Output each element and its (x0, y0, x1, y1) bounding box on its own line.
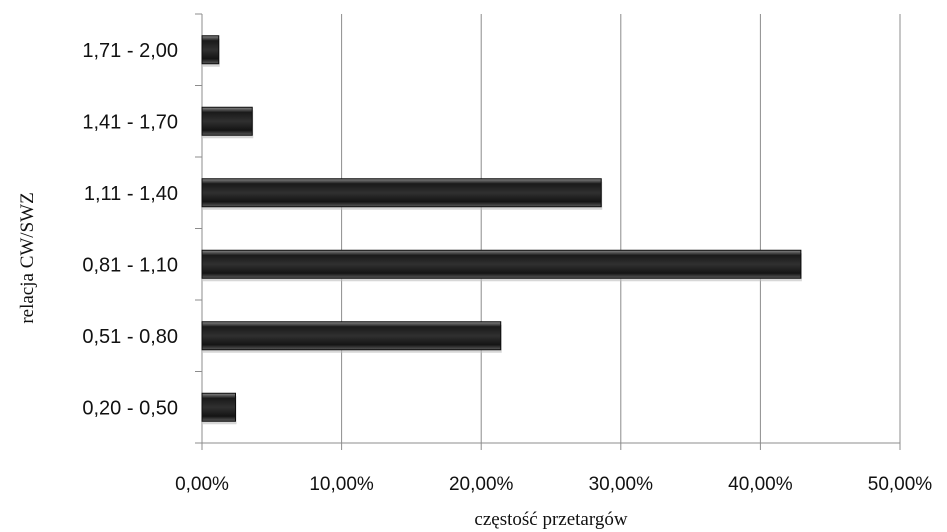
bar (201, 249, 802, 279)
bar (201, 178, 602, 208)
bar (201, 35, 220, 65)
x-tick-label: 30,00% (589, 474, 654, 495)
y-tick-label: 1,41 - 1,70 (82, 111, 178, 133)
tick-labels: 0,00% 10,00% 20,00% 30,00% 40,00% 50,00% 0,20 … (82, 40, 932, 495)
x-tick-label: 0,00% (175, 474, 229, 495)
x-axis-title: częstość przetargów (474, 509, 627, 530)
gridlines (341, 14, 901, 443)
bar (201, 321, 502, 351)
y-tick-label: 0,81 - 1,10 (82, 254, 178, 276)
bars (201, 35, 802, 425)
y-axis-title: relacja CW/SWZ (17, 192, 38, 323)
x-tick-label: 10,00% (309, 474, 374, 495)
y-tick-label: 0,51 - 0,80 (82, 326, 178, 348)
y-tick-label: 1,71 - 2,00 (82, 40, 178, 62)
x-tick-label: 40,00% (728, 474, 793, 495)
y-tick-label: 0,20 - 0,50 (82, 397, 178, 419)
x-tick-label: 50,00% (868, 474, 933, 495)
bar (201, 392, 237, 422)
y-tick-label: 1,11 - 1,40 (84, 183, 178, 205)
axes (195, 13, 901, 450)
x-tick-label: 20,00% (449, 474, 514, 495)
bar (201, 106, 253, 136)
